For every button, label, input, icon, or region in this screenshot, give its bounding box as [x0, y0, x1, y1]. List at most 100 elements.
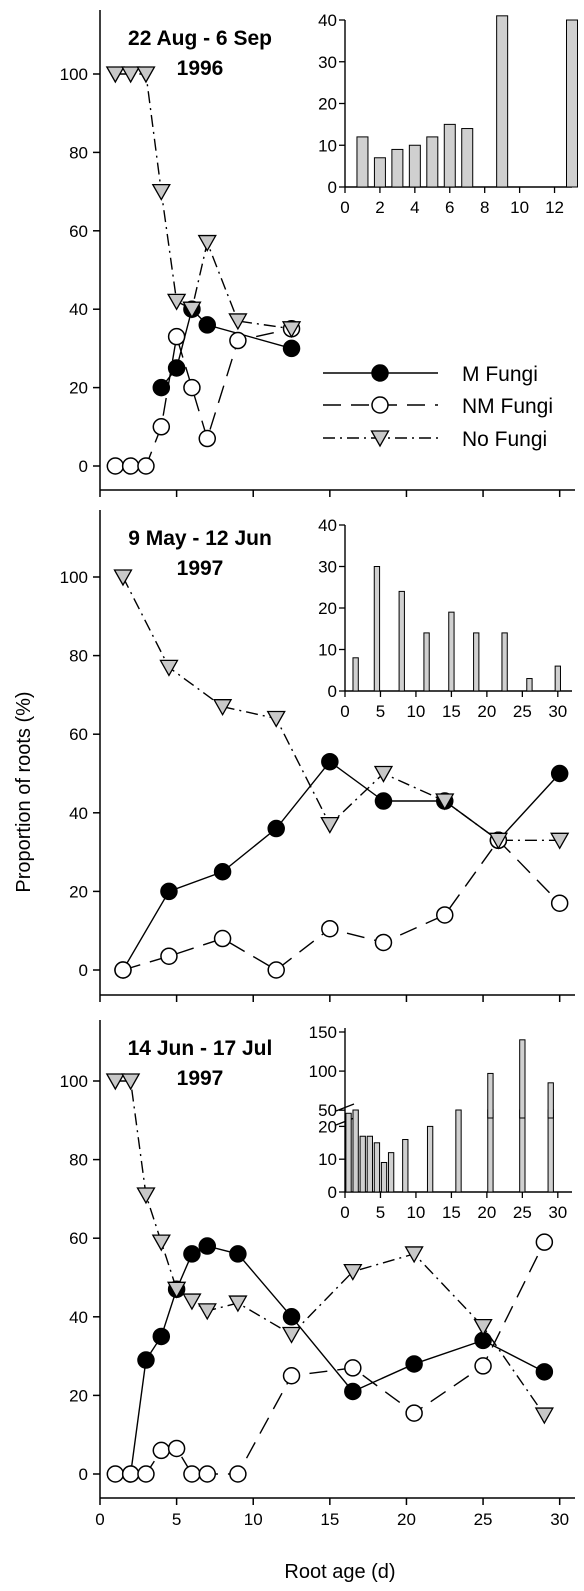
- series-1-point: [152, 1327, 171, 1346]
- inset-x-tick-label: 6: [445, 198, 454, 217]
- series-1-point: [198, 1237, 217, 1255]
- series-3-point: [266, 710, 286, 728]
- series-3-point: [159, 659, 179, 677]
- inset-bar-upper: [519, 1039, 526, 1119]
- series-1-point: [374, 792, 393, 810]
- inset-bar: [408, 144, 421, 188]
- y-tick-label: 20: [69, 882, 88, 901]
- legend-marker-point: [371, 396, 389, 414]
- series-2-point: [321, 919, 339, 938]
- series-3-point: [281, 1326, 302, 1344]
- y-tick-label: 40: [69, 300, 88, 319]
- inset-x-tick-label: 20: [477, 1203, 496, 1222]
- series-1-point: [183, 1245, 201, 1263]
- inset-bar: [366, 1135, 373, 1193]
- inset-bar: [519, 1109, 526, 1193]
- series-3-point: [197, 1303, 217, 1321]
- panel-title: 14 Jun - 17 Jul: [128, 1037, 273, 1060]
- inset-bar: [345, 1112, 352, 1193]
- inset-y-tick-label: 10: [318, 1150, 337, 1169]
- inset-bar: [501, 632, 508, 692]
- series-3-point: [182, 301, 202, 319]
- series-3-point: [488, 832, 509, 850]
- series-2-point: [436, 906, 454, 924]
- y-axis-label: Proportion of roots (%): [13, 691, 35, 892]
- series-1-point: [137, 1351, 155, 1369]
- inset-x-tick-label: 10: [510, 198, 529, 217]
- series-1-point: [267, 819, 285, 838]
- series-2-point: [114, 961, 132, 979]
- series-line: [115, 328, 292, 467]
- series-3-point: [151, 1234, 171, 1252]
- inset-bar: [473, 632, 480, 692]
- inset-x-tick-label: 12: [545, 198, 564, 217]
- inset-bar: [402, 1139, 409, 1193]
- x-tick-label: 0: [95, 1510, 104, 1529]
- inset-bar: [443, 123, 456, 188]
- legend: M Fungi NM Fungi No Fungi: [323, 363, 553, 451]
- y-tick-label: 60: [69, 222, 88, 241]
- series-3-point: [473, 1318, 493, 1336]
- inset-x-tick-label: 2: [375, 198, 384, 217]
- y-tick-label: 0: [79, 1465, 88, 1484]
- inset-bar: [391, 148, 404, 188]
- inset-bar: [426, 1125, 434, 1193]
- inset-x-tick-label: 25: [513, 1203, 532, 1222]
- series-2-point: [405, 1404, 423, 1422]
- series-3-point: [404, 1246, 424, 1264]
- series-3-point: [373, 765, 394, 783]
- series-2-point: [229, 1465, 247, 1483]
- series-3-point: [320, 816, 340, 834]
- inset-bar: [566, 19, 578, 188]
- legend-marker-point: [371, 364, 389, 382]
- series-3-point: [105, 1073, 125, 1091]
- series-1-point: [550, 764, 569, 783]
- series-3-point: [105, 66, 125, 84]
- inset-bar: [423, 632, 430, 692]
- series-2-point: [229, 331, 247, 350]
- series-line: [122, 839, 561, 971]
- series-2-point: [137, 457, 155, 475]
- inset-bar: [487, 1109, 494, 1193]
- series-2-point: [183, 378, 201, 397]
- inset-bar: [554, 665, 561, 692]
- inset-x-tick-label: 10: [406, 1203, 425, 1222]
- series-3-point: [197, 234, 217, 252]
- inset-bar: [352, 657, 359, 692]
- series-3-point: [166, 293, 187, 311]
- inset-y-tick-label: 10: [318, 136, 337, 155]
- x-tick-label: 5: [172, 1510, 181, 1529]
- series-3-point: [281, 321, 302, 339]
- panel-title: 9 May - 12 Jun: [128, 527, 272, 550]
- inset-x-tick-label: 15: [442, 1203, 461, 1222]
- inset-bar: [373, 566, 381, 692]
- inset-x-tick-label: 25: [513, 702, 532, 721]
- inset-x-tick-label: 8: [480, 198, 489, 217]
- y-tick-label: 80: [69, 143, 88, 162]
- y-tick-label: 20: [69, 1386, 88, 1405]
- inset-x-tick-label: 0: [340, 1203, 349, 1222]
- inset-y-tick-label: 10: [318, 641, 337, 660]
- inset-x-tick-label: 10: [406, 702, 425, 721]
- inset-x-tick-label: 5: [376, 1203, 385, 1222]
- series-3-point: [343, 1263, 363, 1281]
- inset-bar: [373, 1142, 381, 1193]
- y-tick-label: 80: [69, 1151, 88, 1170]
- series-1-point: [535, 1363, 554, 1381]
- series-3-point: [151, 183, 171, 201]
- series-2-point: [106, 457, 125, 475]
- inset-y-tick-label: 40: [318, 516, 337, 535]
- y-tick-label: 80: [69, 647, 88, 666]
- inset-y-tick-label: 0: [328, 1183, 337, 1202]
- y-tick-label: 100: [60, 1072, 88, 1091]
- inset-bar: [455, 1109, 462, 1193]
- series-1-point: [229, 1245, 247, 1263]
- inset-bar: [526, 678, 533, 692]
- legend-label: M Fungi: [462, 363, 538, 386]
- series-3-point: [113, 569, 133, 587]
- inset-bar: [356, 136, 369, 188]
- y-tick-label: 0: [79, 457, 88, 476]
